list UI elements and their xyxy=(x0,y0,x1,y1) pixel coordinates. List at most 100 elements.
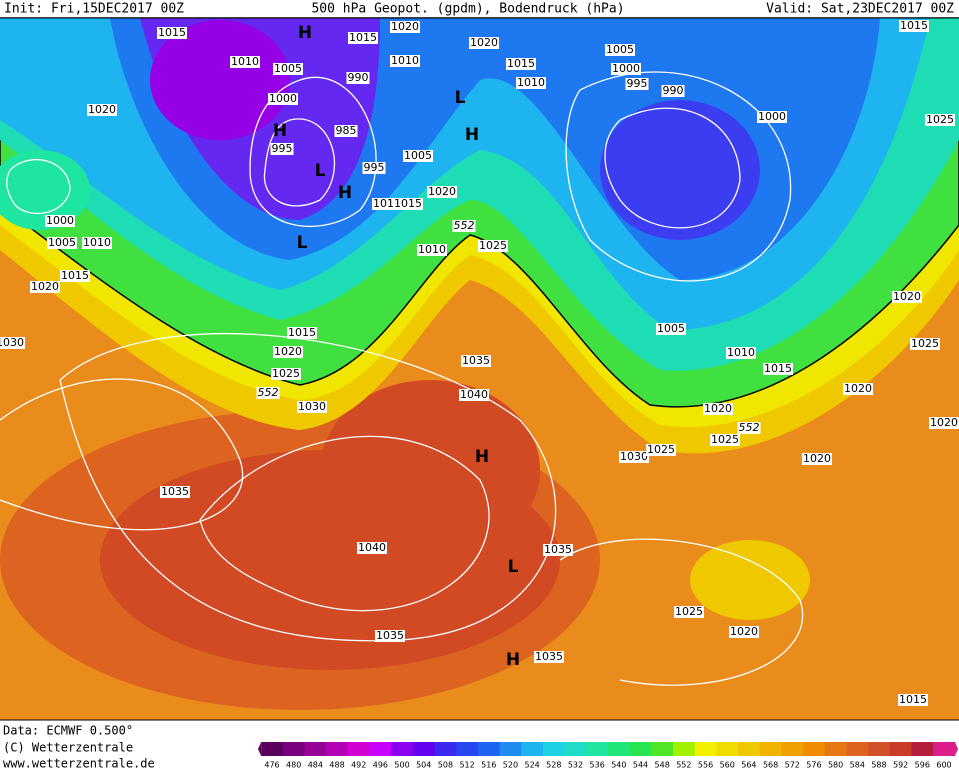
isobar-label-box xyxy=(390,21,420,33)
isobar-label: 1020 xyxy=(427,185,457,198)
contour-label: 552 xyxy=(256,386,280,399)
isobar-label-box xyxy=(656,323,686,335)
colorbar-label: 588 xyxy=(871,761,886,770)
isobar-label: 1010 xyxy=(417,243,447,256)
isobar-label-box xyxy=(346,72,370,84)
isobar-label: 1010 xyxy=(726,346,756,359)
contour-label-box xyxy=(737,422,761,434)
colorbar-swatch xyxy=(477,742,501,756)
isobar-label: 1020 xyxy=(929,416,959,429)
isobar-label: 1020 xyxy=(469,36,499,49)
isobar-label-box xyxy=(230,56,260,68)
isobar-label-text: 1025 xyxy=(272,367,300,380)
pressure-center: H xyxy=(338,183,352,203)
isobar-label-box xyxy=(910,338,940,350)
isobar-label-box xyxy=(703,403,733,415)
isobar-label-text: 1005 xyxy=(404,149,432,162)
isobar-label: 1015 xyxy=(157,26,187,39)
isobar-label-text: 1010 xyxy=(83,236,111,249)
colorbar-swatch xyxy=(434,742,457,756)
colorbar-label: 548 xyxy=(655,761,670,770)
isobar-label-box xyxy=(417,244,447,256)
colorbar-label: 596 xyxy=(915,761,930,770)
colorbar-swatch xyxy=(608,742,631,756)
isobar-label: 1020 xyxy=(802,452,832,465)
colorbar-label: 532 xyxy=(568,761,583,770)
colorbar-label: 484 xyxy=(308,761,323,770)
colorbar-swatch xyxy=(304,742,327,756)
colorbar-swatch xyxy=(889,742,912,756)
isobar-label: 1015 xyxy=(763,362,793,375)
colorbar-label: 576 xyxy=(806,761,821,770)
isobar-label-box xyxy=(802,453,832,465)
isobar-label-text: 1020 xyxy=(730,625,758,638)
isobar-label: 1030 xyxy=(297,400,327,413)
isobar-label: 990 xyxy=(661,84,685,97)
isobar-label-text: 1020 xyxy=(274,345,302,358)
isobar-label-box xyxy=(273,63,303,75)
colorbar-label: 584 xyxy=(850,761,865,770)
isobar-label-text: 1000 xyxy=(612,62,640,75)
pressure-center: H xyxy=(465,125,479,145)
colorbar-label: 556 xyxy=(698,761,713,770)
colorbar-label: 544 xyxy=(633,761,648,770)
isobar-label: 1035 xyxy=(543,543,573,556)
isobar-label-text: 1040 xyxy=(358,541,386,554)
isobar-label-text: 1030 xyxy=(298,400,326,413)
isobar-label-text: 1015 xyxy=(900,19,928,32)
isobar-label-box xyxy=(611,63,641,75)
colorbar-label: 572 xyxy=(785,761,800,770)
isobar-label-box xyxy=(273,346,303,358)
colorbar-label: 512 xyxy=(459,761,474,770)
isobar-label-box xyxy=(270,143,294,155)
isobar-label-box xyxy=(30,281,60,293)
isobar-label-text: 1010 xyxy=(517,76,545,89)
isobar-label-box xyxy=(334,125,358,137)
isobar-label: 1030 xyxy=(0,336,25,349)
contour-label-text: 552 xyxy=(454,219,475,232)
init-time: Init: Fri,15DEC2017 00Z xyxy=(4,2,184,17)
isobar-label: 995 xyxy=(625,77,649,90)
isobar-label: 1010 xyxy=(390,54,420,67)
isobar-label: 1015 xyxy=(287,326,317,339)
isobar-label: 1025 xyxy=(646,443,676,456)
isobar-label: 1020 xyxy=(843,382,873,395)
isobar-label-text: 1020 xyxy=(930,416,958,429)
isobar-label-text: 1025 xyxy=(926,113,954,126)
colorbar-label: 500 xyxy=(394,761,409,770)
isobar-label-text: 1035 xyxy=(161,485,189,498)
isobar-label-box xyxy=(268,93,298,105)
colorbar-swatch xyxy=(629,742,652,756)
colorbar-label: 488 xyxy=(329,761,344,770)
isobar-label-text: 1040 xyxy=(460,388,488,401)
isobar-label-text: 1025 xyxy=(479,239,507,252)
isobar-label-text: 995 xyxy=(627,77,648,90)
isobar-label-text: 1005 xyxy=(48,236,76,249)
colorbar-label: 560 xyxy=(720,761,735,770)
contour-label: 552 xyxy=(737,421,761,434)
colorbar-label: 528 xyxy=(546,761,561,770)
isobar-label-box xyxy=(469,37,499,49)
isobar-label-text: 1035 xyxy=(462,354,490,367)
isobar-label-text: 1000 xyxy=(758,110,786,123)
isobar-label: 1035 xyxy=(461,354,491,367)
isobar-label-box xyxy=(461,355,491,367)
contour-label-text: 552 xyxy=(739,421,760,434)
isobar-label-text: 1010 xyxy=(231,55,259,68)
isobar-label-box xyxy=(661,85,685,97)
colorbar-swatch xyxy=(369,742,392,756)
colorbar-swatch xyxy=(564,742,587,756)
isobar-label: 1020 xyxy=(273,345,303,358)
isobar-label-box xyxy=(160,486,190,498)
isobar-label-text: 1030 xyxy=(0,336,24,349)
isobar-label: 1000 xyxy=(757,110,787,123)
isobar-label: 1025 xyxy=(710,433,740,446)
isobar-label-text: 1015 xyxy=(158,26,186,39)
isobar-label: 1015 xyxy=(506,57,536,70)
isobar-label-text: 1015 xyxy=(61,269,89,282)
colorbar-swatch xyxy=(781,742,804,756)
isobar-label: 1005 xyxy=(605,43,635,56)
isobar-label-box xyxy=(757,111,787,123)
isobar-label-box xyxy=(710,434,740,446)
isobar-label-box xyxy=(45,215,75,227)
